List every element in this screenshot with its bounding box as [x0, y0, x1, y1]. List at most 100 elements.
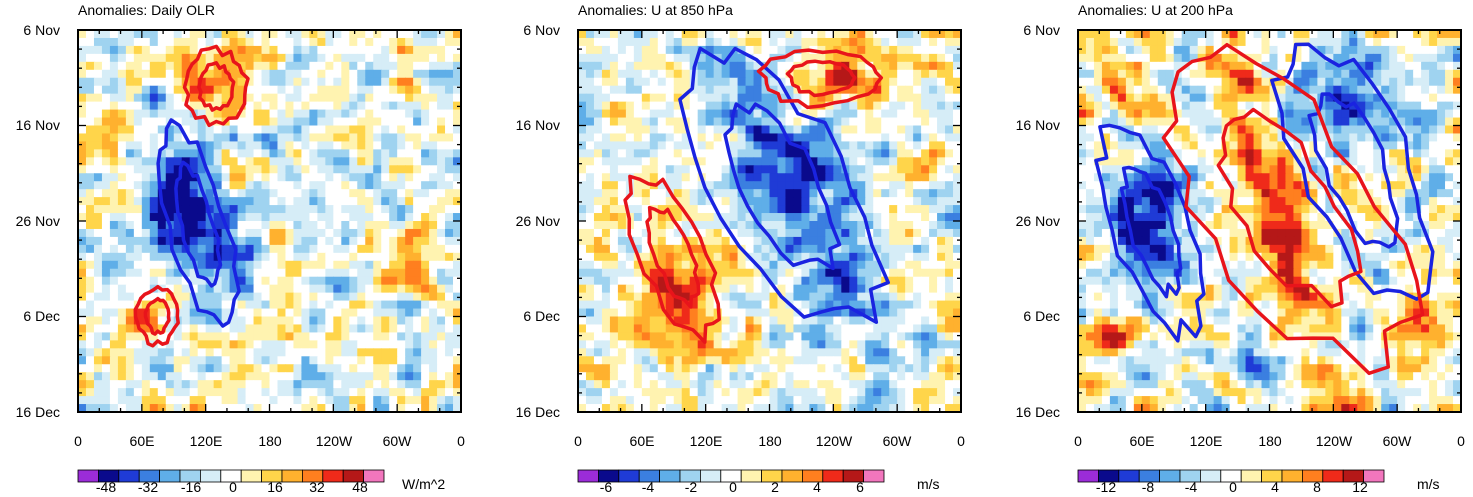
- heatmap-cell: [285, 276, 295, 286]
- heatmap-cell: [761, 276, 771, 286]
- heatmap-cell: [578, 69, 587, 79]
- heatmap-cell: [333, 388, 342, 397]
- heatmap-cell: [953, 125, 961, 135]
- heatmap-cell: [929, 37, 938, 47]
- heatmap-cell: [617, 348, 627, 357]
- heatmap-cell: [397, 133, 406, 143]
- heatmap-cell: [189, 324, 199, 334]
- heatmap-cell: [657, 308, 667, 318]
- heatmap-cell: [937, 30, 946, 39]
- heatmap-cell: [445, 165, 454, 174]
- heatmap-cell: [405, 85, 414, 95]
- heatmap-cell: [165, 380, 175, 389]
- heatmap-cell: [833, 332, 842, 341]
- heatmap-cell: [149, 213, 159, 222]
- heatmap-cell: [617, 252, 627, 262]
- heatmap-cell: [429, 61, 438, 71]
- heatmap-cell: [141, 356, 151, 365]
- heatmap-cell: [165, 133, 175, 143]
- heatmap-cell: [429, 252, 438, 262]
- heatmap-cell: [261, 141, 271, 150]
- heatmap-cell: [109, 53, 119, 63]
- heatmap-cell: [601, 157, 611, 166]
- heatmap-cell: [633, 117, 643, 127]
- heatmap-cell: [85, 141, 95, 150]
- heatmap-cell: [309, 189, 318, 198]
- heatmap-cell: [889, 221, 898, 230]
- heatmap-cell: [117, 141, 127, 150]
- heatmap-cell: [937, 189, 946, 198]
- heatmap-cell: [921, 332, 930, 341]
- heatmap-cell: [189, 189, 199, 198]
- x-tick-label: 120E: [190, 433, 223, 449]
- heatmap-cell: [761, 125, 771, 135]
- heatmap-cell: [389, 205, 398, 214]
- heatmap-cell: [85, 109, 95, 119]
- heatmap-cell: [157, 348, 167, 357]
- heatmap-cell: [437, 69, 446, 79]
- heatmap-cell: [293, 332, 303, 341]
- heatmap-cell: [117, 69, 127, 79]
- heatmap-cell: [389, 77, 398, 87]
- heatmap-cell: [905, 268, 914, 278]
- heatmap-cell: [277, 236, 287, 246]
- heatmap-cell: [78, 181, 87, 190]
- heatmap-cell: [165, 396, 175, 405]
- heatmap-cell: [453, 340, 461, 349]
- heatmap-cell: [125, 292, 135, 302]
- heatmap-cell: [205, 380, 215, 389]
- heatmap-cell: [833, 388, 842, 397]
- heatmap-cell: [453, 181, 461, 190]
- heatmap-cell: [649, 53, 659, 63]
- heatmap-cell: [117, 181, 127, 190]
- heatmap-cell: [381, 173, 390, 182]
- heatmap-cell: [753, 189, 763, 198]
- heatmap-cell: [953, 133, 961, 143]
- heatmap-cell: [109, 364, 119, 373]
- heatmap-cell: [397, 149, 406, 158]
- heatmap-cell: [785, 61, 795, 71]
- heatmap-cell: [673, 53, 683, 63]
- heatmap-cell: [953, 149, 961, 158]
- heatmap-cell: [189, 276, 199, 286]
- heatmap-cell: [601, 133, 611, 143]
- heatmap-cell: [721, 404, 731, 412]
- heatmap-cell: [785, 221, 795, 230]
- heatmap-cell: [261, 109, 271, 119]
- heatmap-cell: [929, 157, 938, 166]
- heatmap-cell: [85, 356, 95, 365]
- heatmap-cell: [78, 316, 87, 326]
- heatmap-cell: [609, 308, 619, 318]
- heatmap-cell: [333, 77, 342, 87]
- heatmap-cell: [697, 276, 707, 286]
- heatmap-cell: [593, 109, 603, 119]
- heatmap-cell: [397, 300, 406, 310]
- heatmap-cell: [357, 157, 366, 166]
- heatmap-cell: [761, 93, 771, 103]
- heatmap-cell: [601, 292, 611, 302]
- heatmap-cell: [865, 93, 874, 103]
- heatmap-cell: [753, 244, 763, 254]
- heatmap-cell: [953, 372, 961, 381]
- heatmap-cell: [841, 284, 850, 294]
- heatmap-cell: [253, 356, 263, 365]
- heatmap-cell: [117, 61, 127, 71]
- heatmap-cell: [721, 236, 731, 246]
- heatmap-cell: [269, 53, 279, 63]
- heatmap-cell: [825, 189, 834, 198]
- heatmap-cell: [125, 197, 135, 206]
- heatmap-cell: [197, 276, 207, 286]
- heatmap-cell: [681, 101, 691, 111]
- heatmap-cell: [833, 213, 842, 222]
- heatmap-cell: [617, 316, 627, 326]
- heatmap-cell: [1125, 45, 1135, 55]
- heatmap-cell: [745, 157, 755, 166]
- heatmap-cell: [109, 197, 119, 206]
- heatmap-cell: [421, 37, 430, 47]
- heatmap-cell: [317, 125, 326, 135]
- heatmap-cell: [333, 125, 342, 135]
- heatmap-cell: [437, 228, 446, 238]
- heatmap-cell: [617, 61, 627, 71]
- heatmap-cell: [753, 308, 763, 318]
- heatmap-cell: [601, 324, 611, 334]
